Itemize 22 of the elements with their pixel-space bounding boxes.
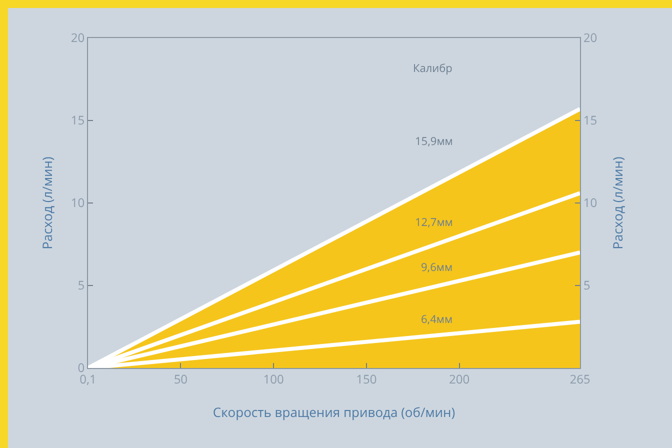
y2-tick-label: 5 [583, 276, 590, 294]
y-axis-title: Расход (л/мин) [38, 156, 56, 250]
x-tick-label: 100 [263, 370, 284, 388]
y2-tick-label: 10 [583, 194, 598, 212]
y2-tick-label: 15 [583, 112, 598, 129]
x-tick-label: 265 [570, 370, 590, 388]
x-tick-label: 150 [356, 370, 377, 388]
y-tick-label: 15 [70, 112, 85, 129]
y2-axis-title: Расход (л/мин) [608, 156, 626, 250]
series-label: 9,6мм [421, 260, 453, 275]
y-tick-label: 5 [78, 276, 85, 294]
series-label: 12,7мм [415, 215, 453, 230]
x-tick-label: 200 [448, 370, 470, 388]
x-axis-title: Скорость вращения привода (об/мин) [212, 403, 456, 421]
y-tick-label: 10 [70, 194, 85, 212]
y2-tick-label: 20 [583, 29, 598, 46]
series-label: 6,4мм [421, 312, 453, 327]
text: 15,9мм [415, 134, 453, 149]
y-tick-label: 20 [70, 29, 85, 46]
x-tick-label: 50 [174, 370, 188, 388]
legend-title: Калибр [413, 61, 453, 76]
y-tick-label: 0 [78, 359, 85, 376]
